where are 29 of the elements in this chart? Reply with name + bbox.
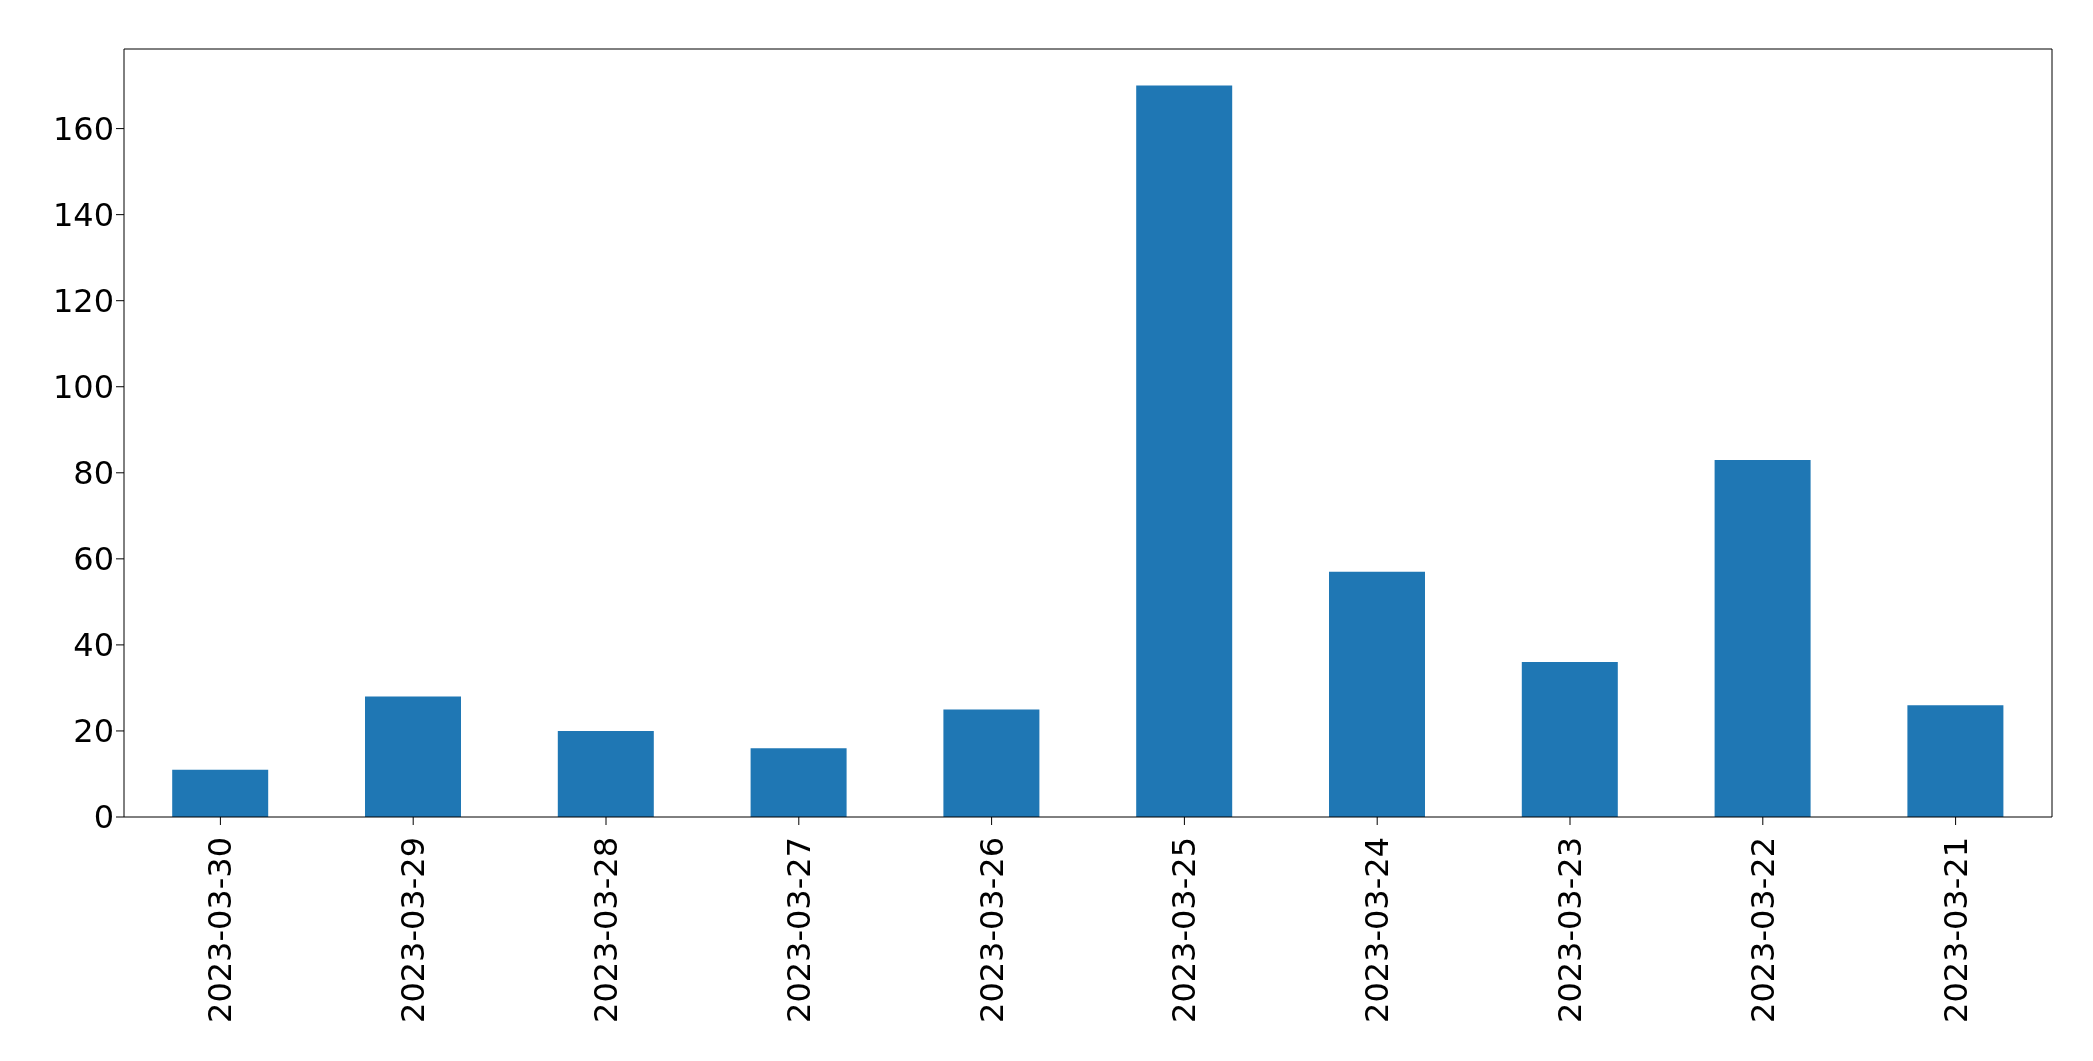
y-tick-label: 80 — [73, 454, 114, 493]
bar — [557, 730, 654, 817]
y-tick-label: 60 — [73, 540, 114, 579]
bar — [1136, 85, 1233, 817]
x-tick-label: 2023-03-27 — [779, 837, 818, 1023]
y-tick-label: 40 — [73, 626, 114, 665]
x-tick-label: 2023-03-26 — [972, 837, 1011, 1023]
y-tick-label: 120 — [52, 282, 114, 321]
x-tick-label: 2023-03-24 — [1358, 837, 1397, 1023]
y-tick-label: 160 — [52, 109, 114, 148]
y-tick-label: 0 — [93, 798, 114, 837]
x-tick-label: 2023-03-21 — [1936, 837, 1975, 1023]
bar — [365, 696, 461, 817]
x-tick-label: 2023-03-28 — [587, 837, 625, 1023]
y-tick-label: 100 — [52, 368, 114, 407]
bar — [1521, 662, 1618, 817]
x-tick-label: 2023-03-30 — [201, 837, 240, 1023]
bar — [172, 769, 269, 817]
x-tick-label: 2023-03-23 — [1551, 837, 1589, 1023]
bar — [1714, 459, 1811, 817]
x-tick-label: 2023-03-29 — [394, 837, 433, 1023]
y-tick-label: 20 — [73, 712, 114, 751]
bar — [750, 748, 847, 817]
bar — [1907, 705, 2004, 817]
x-tick-label: 2023-03-22 — [1743, 837, 1782, 1023]
bar — [1329, 571, 1425, 817]
bar — [943, 709, 1040, 817]
y-tick-label: 140 — [52, 196, 114, 235]
x-tick-label: 2023-03-25 — [1165, 837, 1204, 1023]
